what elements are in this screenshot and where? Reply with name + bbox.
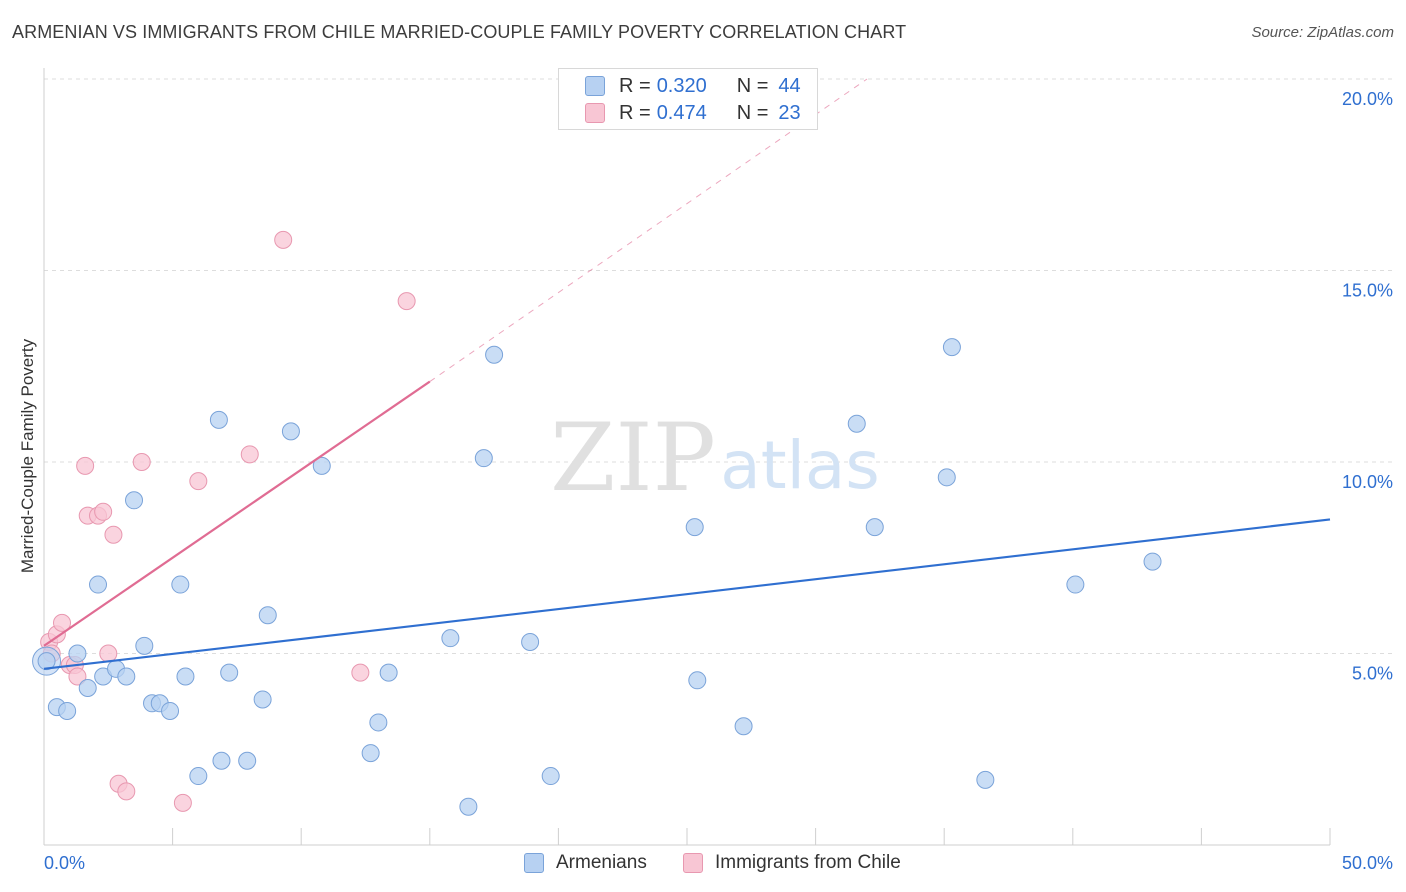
x-tick-label-min: 0.0% — [44, 853, 85, 873]
armenians-point — [171, 575, 190, 594]
armenians-point — [541, 767, 560, 786]
armenians-point — [220, 663, 239, 682]
armenians-point — [485, 345, 504, 364]
axes — [43, 68, 1331, 846]
chile-swatch — [585, 103, 605, 123]
legend-chile-swatch — [683, 853, 703, 873]
chile-point — [240, 445, 259, 464]
armenians-point — [212, 751, 231, 770]
armenians-point — [847, 414, 866, 433]
series-chile-points — [40, 230, 416, 812]
legend-armenians-label: Armenians — [556, 852, 647, 873]
watermark-atlas: atlas — [720, 427, 880, 504]
legend-item-chile: Immigrants from Chile — [683, 852, 901, 874]
trend-lines — [43, 78, 1331, 670]
legend-item-armenians: Armenians — [524, 852, 647, 874]
legend-chile-label: Immigrants from Chile — [715, 852, 901, 873]
armenians-point — [976, 770, 995, 789]
y-tick-label: 20.0% — [1342, 89, 1393, 109]
armenians-point — [1143, 552, 1162, 571]
chile-point — [173, 793, 192, 812]
y-tick-label: 10.0% — [1342, 472, 1393, 492]
chile-r-label: R = — [619, 101, 651, 124]
armenians-r-label: R = — [619, 74, 651, 97]
chile-point — [68, 667, 87, 686]
armenians-point — [281, 422, 300, 441]
watermark: ZIP atlas — [550, 404, 880, 513]
chile-point — [94, 502, 113, 521]
armenians-point — [865, 518, 884, 537]
gridlines — [44, 78, 1394, 654]
chile-point — [53, 613, 72, 632]
chile-r-value: 0.474 — [656, 101, 707, 124]
armenians-point — [161, 701, 180, 720]
chile-point — [351, 663, 370, 682]
armenians-point — [734, 717, 753, 736]
armenians-point — [125, 491, 144, 510]
chile-point — [397, 292, 416, 311]
armenians-point — [369, 713, 388, 732]
legend-row-chile: R = 0.474 N = 23 — [585, 100, 801, 126]
watermark-zip: ZIP — [550, 404, 716, 513]
correlation-legend: R = 0.320 N = 44 R = 0.474 N = 23 — [558, 68, 818, 130]
armenians-point — [135, 636, 154, 655]
armenians-point — [238, 751, 257, 770]
chile-point — [117, 782, 136, 801]
armenians-point — [459, 797, 478, 816]
armenians-point — [685, 518, 704, 537]
y-tick-label: 5.0% — [1352, 664, 1393, 684]
legend-armenians-swatch — [524, 853, 544, 873]
armenians-point — [37, 652, 56, 671]
armenians-point — [78, 678, 97, 697]
armenians-swatch — [585, 76, 605, 96]
armenians-trend-line — [43, 518, 1331, 670]
armenians-point — [937, 468, 956, 487]
chile-point — [76, 456, 95, 475]
y-tick-label: 15.0% — [1342, 281, 1393, 301]
armenians-point — [688, 671, 707, 690]
chile-n-value: 23 — [778, 101, 801, 124]
y-axis-label: Married-Couple Family Poverty — [18, 338, 37, 574]
series-legend: Armenians Immigrants from Chile — [0, 852, 1406, 876]
chile-point — [189, 472, 208, 491]
armenians-point — [441, 629, 460, 648]
armenians-point — [176, 667, 195, 686]
armenians-point — [58, 701, 77, 720]
armenians-point — [379, 663, 398, 682]
armenians-point — [361, 744, 380, 763]
chile-point — [99, 644, 118, 663]
source-label: Source: ZipAtlas.com — [1251, 24, 1394, 41]
chile-point — [104, 525, 123, 544]
armenians-point — [117, 667, 136, 686]
armenians-point — [258, 606, 277, 625]
chile-trend-extension — [429, 78, 868, 382]
armenians-point — [68, 644, 87, 663]
legend-row-armenians: R = 0.320 N = 44 — [585, 73, 801, 99]
armenians-point — [521, 633, 540, 652]
armenians-n-label: N = — [736, 74, 769, 97]
chart-title: ARMENIAN VS IMMIGRANTS FROM CHILE MARRIE… — [12, 22, 907, 42]
x-tick-label-max: 50.0% — [1342, 853, 1393, 873]
armenians-point — [89, 575, 108, 594]
chile-point — [274, 230, 293, 249]
chile-point — [132, 453, 151, 471]
armenians-point — [1066, 575, 1085, 594]
armenians-point — [474, 449, 493, 468]
chile-n-label: N = — [736, 101, 769, 124]
armenians-point — [942, 338, 961, 357]
armenians-r-value: 0.320 — [656, 74, 707, 97]
armenians-point — [253, 690, 272, 709]
chile-trend-line — [43, 380, 431, 647]
armenians-point — [312, 456, 331, 475]
armenians-point — [209, 410, 228, 429]
armenians-point — [189, 767, 208, 786]
tick-labels: 5.0% 10.0% 15.0% 20.0% 0.0% 50.0% — [44, 89, 1393, 873]
armenians-n-value: 44 — [778, 74, 801, 97]
